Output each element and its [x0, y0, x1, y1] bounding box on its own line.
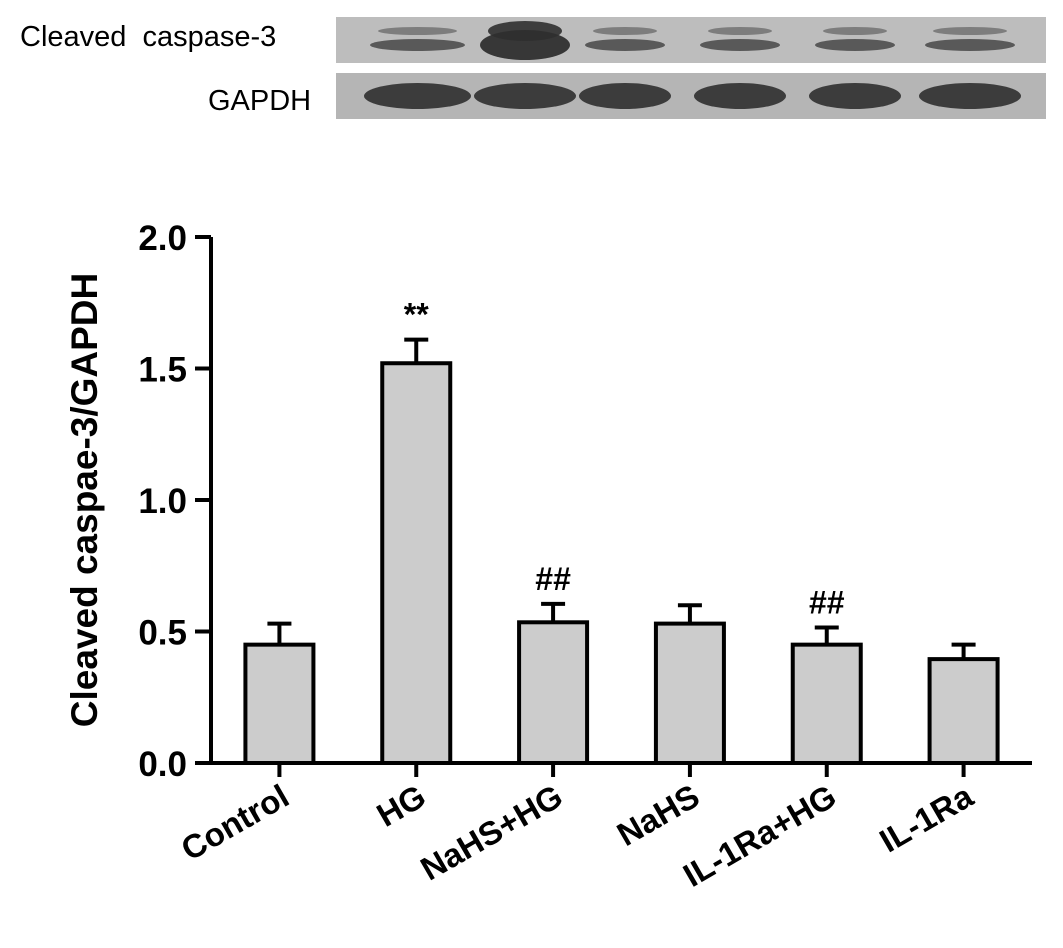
blot-label-gapdh: GAPDH: [208, 85, 311, 117]
y-tick-label: 0.5: [138, 614, 187, 653]
x-tick-label: Control: [175, 777, 295, 868]
bar: [927, 657, 1000, 765]
blot-band-upper-2: [593, 27, 657, 35]
blot-label-cleaved-caspase-3: Cleaved caspase-3: [20, 21, 276, 53]
bar: [517, 620, 590, 765]
blot-band-lower-2: [585, 39, 665, 51]
blot-bands-gapdh: [364, 83, 1021, 109]
blot-band-upper-5: [933, 27, 1007, 35]
bars: ** ## ##: [243, 297, 1000, 766]
blot-band-gapdh-5: [919, 83, 1021, 109]
bar: [653, 621, 726, 765]
blot-band-lower-5: [925, 39, 1015, 51]
x-tick-label: HG: [370, 777, 431, 834]
x-tick-label: IL-1Ra: [873, 777, 979, 860]
blot-band-gapdh-3: [694, 83, 786, 109]
x-tick-label: NaHS+HG: [414, 777, 568, 887]
bar: [790, 642, 863, 766]
significance-label: **: [404, 297, 429, 333]
y-axis: 0.0 0.5 1.0 1.5 2.0: [138, 219, 213, 784]
blot-band-upper-0: [378, 27, 457, 35]
bar: [243, 642, 316, 766]
blot-band-lower-0: [370, 39, 465, 51]
y-axis-label: Cleaved caspae-3/GAPDH: [64, 273, 105, 727]
x-tick-label: NaHS: [611, 777, 706, 853]
blot-band-upper-3: [708, 27, 772, 35]
blot-band-gapdh-2: [579, 83, 671, 109]
bar: [380, 361, 453, 765]
blot-band-gapdh-1: [474, 83, 576, 109]
blot-bands-cleaved-caspase-3: [370, 21, 1015, 60]
significance-label: ##: [809, 585, 845, 621]
x-tick-label: IL-1Ra+HG: [677, 777, 842, 894]
blot-band-gapdh-0: [364, 83, 471, 109]
blot-band-gapdh-4: [809, 83, 901, 109]
western-blot-panel: Cleaved caspase-3 GAPDH: [20, 17, 1046, 119]
y-tick-label: 1.0: [138, 482, 187, 521]
y-tick-label: 0.0: [138, 745, 187, 784]
bar-chart: Cleaved caspae-3/GAPDH 0.0 0.5 1.0 1.5 2.0 C…: [64, 219, 1032, 894]
blot-band-upper-4: [823, 27, 887, 35]
blot-band-upper-1: [488, 21, 562, 41]
y-tick-label: 1.5: [138, 351, 187, 390]
y-tick-label: 2.0: [138, 219, 187, 258]
blot-band-lower-4: [815, 39, 895, 51]
significance-label: ##: [535, 561, 571, 597]
blot-strip-cleaved-caspase-3: [336, 17, 1046, 63]
blot-band-lower-3: [700, 39, 780, 51]
